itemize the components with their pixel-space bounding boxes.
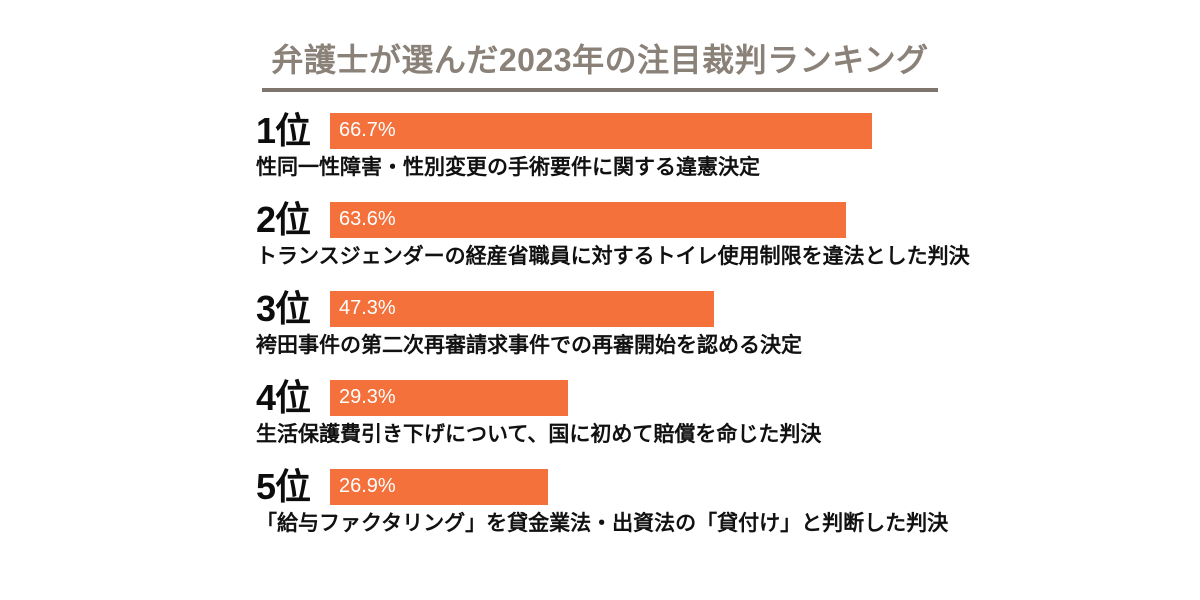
ranking-row-1-bar-line: 1位 66.7% [256, 112, 1200, 150]
rank-bar-4: 29.3% [330, 379, 568, 416]
percent-label-4: 29.3% [339, 386, 396, 409]
rank-label-5: 5位 [256, 465, 311, 507]
ranking-row-3: 3位 47.3% 袴田事件の第二次再審請求事件での再審開始を認める決定 [256, 290, 1200, 359]
case-description-2: トランスジェンダーの経産省職員に対するトイレ使用制限を違法とした判決 [256, 244, 970, 268]
ranking-row-2: 2位 63.6% トランスジェンダーの経産省職員に対するトイレ使用制限を違法とし… [256, 201, 1200, 270]
percent-label-1: 66.7% [339, 119, 396, 142]
case-description-1: 性同一性障害・性別変更の手術要件に関する違憲決定 [256, 155, 760, 179]
rank-bar-2: 63.6% [330, 201, 847, 238]
percent-label-3: 47.3% [339, 297, 396, 320]
rank-bar-3: 47.3% [330, 290, 715, 327]
ranking-row-4: 4位 29.3% 生活保護費引き下げについて、国に初めて賠償を命じた判決 [256, 379, 1200, 448]
rank-label-4: 4位 [256, 376, 311, 418]
case-description-4: 生活保護費引き下げについて、国に初めて賠償を命じた判決 [256, 422, 822, 446]
rank-label-1: 1位 [256, 109, 311, 151]
percent-label-5: 26.9% [339, 475, 396, 498]
ranking-row-3-bar-line: 3位 47.3% [256, 290, 1200, 328]
case-description-5: 「給与ファクタリング」を貸金業法・出資法の「貸付け」と判断した判決 [256, 511, 949, 535]
percent-label-2: 63.6% [339, 208, 396, 231]
rank-bar-5: 26.9% [330, 468, 549, 505]
ranking-row-4-bar-line: 4位 29.3% [256, 379, 1200, 417]
chart-title: 弁護士が選んだ2023年の注目裁判ランキング [271, 42, 929, 78]
rank-bar-1: 66.7% [330, 112, 872, 149]
ranking-row-5: 5位 26.9% 「給与ファクタリング」を貸金業法・出資法の「貸付け」と判断した… [256, 468, 1200, 537]
ranking-row-1: 1位 66.7% 性同一性障害・性別変更の手術要件に関する違憲決定 [256, 112, 1200, 181]
title-block: 弁護士が選んだ2023年の注目裁判ランキング [262, 42, 938, 92]
rank-label-3: 3位 [256, 287, 311, 329]
case-description-3: 袴田事件の第二次再審請求事件での再審開始を認める決定 [256, 333, 802, 357]
rank-label-2: 2位 [256, 198, 311, 240]
ranking-row-2-bar-line: 2位 63.6% [256, 201, 1200, 239]
ranking-list: 1位 66.7% 性同一性障害・性別変更の手術要件に関する違憲決定 2位 63.… [256, 112, 1200, 537]
ranking-row-5-bar-line: 5位 26.9% [256, 468, 1200, 506]
